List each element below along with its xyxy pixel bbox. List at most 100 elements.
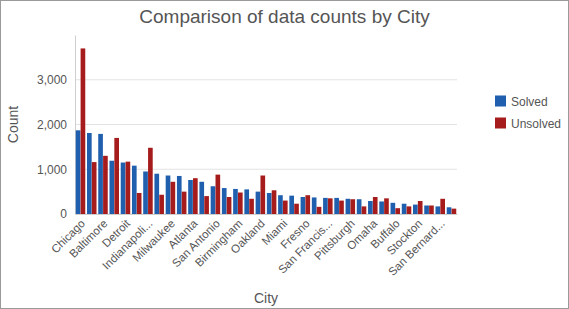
bar	[132, 166, 137, 214]
bar	[238, 193, 243, 214]
bar	[272, 190, 277, 214]
bar	[249, 199, 254, 214]
legend-swatch	[495, 118, 506, 129]
bar	[222, 188, 227, 214]
bar	[166, 176, 171, 214]
bar	[339, 201, 344, 214]
bar	[440, 199, 445, 214]
y-tick: 2,000	[37, 118, 75, 132]
title: Comparison of data counts by City	[139, 6, 430, 27]
bar	[283, 201, 288, 214]
legend-item: Unsolved	[495, 117, 561, 131]
bar	[373, 197, 378, 214]
y-axis-title: Count	[5, 106, 21, 143]
bar	[109, 161, 114, 214]
bar	[199, 182, 204, 214]
bar	[391, 203, 396, 214]
bar	[137, 193, 142, 214]
legend-label: Unsolved	[511, 117, 561, 131]
bar	[435, 206, 440, 214]
bar	[424, 205, 429, 214]
bar	[289, 196, 294, 214]
bar	[429, 205, 434, 214]
bar	[143, 171, 148, 214]
bar	[177, 176, 182, 214]
bar	[159, 195, 164, 214]
bar	[154, 174, 159, 214]
bar	[216, 175, 221, 214]
x-axis: ChicagoBaltimoreDetroitIndianapoli...Mil…	[49, 214, 458, 278]
y-tick: 0	[60, 207, 75, 221]
bar	[323, 198, 328, 214]
y-tick-label: 0	[60, 207, 67, 221]
bar	[103, 156, 108, 214]
bar	[267, 193, 272, 214]
x-tick-label: San Bernard...	[386, 217, 447, 278]
bar	[294, 204, 299, 214]
bar	[114, 138, 119, 214]
bar	[395, 208, 400, 214]
bar	[76, 130, 81, 214]
bar	[328, 198, 333, 214]
series	[76, 130, 452, 214]
chart: 0 1,000 2,000 3,000 ChicagoBaltimoreDetroitI…	[0, 0, 569, 309]
bar	[188, 180, 193, 214]
y-tick-label: 1,000	[37, 163, 67, 177]
bar	[171, 182, 176, 214]
bar	[244, 189, 249, 214]
bar	[301, 197, 306, 214]
y-axis: 0 1,000 2,000 3,000	[37, 36, 76, 222]
y-tick-label: 2,000	[37, 118, 67, 132]
series	[81, 48, 457, 214]
grid-line	[75, 79, 457, 80]
bar	[92, 162, 97, 214]
legend-label: Solved	[511, 95, 548, 109]
bar	[357, 199, 362, 214]
bar	[452, 209, 457, 214]
x-tick: San Bernard...	[386, 214, 447, 278]
x-axis-line	[76, 214, 458, 215]
bar	[278, 195, 283, 214]
bar	[334, 198, 339, 214]
bar	[407, 206, 412, 214]
bar	[256, 192, 261, 214]
legend-item: Solved	[495, 95, 548, 109]
y-tick: 1,000	[37, 163, 75, 177]
bar	[126, 162, 131, 214]
bar	[182, 192, 187, 214]
legend: Solved Unsolved	[495, 95, 561, 131]
bar	[447, 207, 452, 214]
bar	[413, 205, 418, 214]
bar	[350, 199, 355, 214]
frame	[1, 1, 569, 309]
bar	[121, 163, 126, 214]
bar	[87, 133, 92, 214]
bar	[148, 148, 153, 214]
bar	[317, 207, 322, 214]
bar	[204, 196, 209, 214]
bar	[98, 134, 103, 214]
bar	[402, 204, 407, 214]
bar	[346, 199, 351, 214]
y-tick: 3,000	[37, 73, 75, 87]
bar	[312, 197, 317, 214]
bar	[81, 48, 86, 214]
x-axis-title: City	[254, 290, 278, 306]
legend-swatch	[495, 96, 506, 107]
bar	[368, 201, 373, 214]
bar	[362, 206, 367, 214]
bar	[384, 198, 389, 214]
bar	[193, 178, 198, 214]
bar	[227, 197, 232, 214]
y-tick-label: 3,000	[37, 73, 67, 87]
bars	[76, 48, 456, 214]
bar	[260, 176, 265, 214]
grid	[75, 80, 457, 214]
bar	[305, 195, 310, 214]
bar	[211, 186, 216, 214]
grid-line	[75, 124, 457, 125]
x-tick: Oakland	[228, 214, 267, 256]
bar	[233, 189, 238, 214]
bar	[379, 201, 384, 214]
bar	[418, 201, 423, 214]
